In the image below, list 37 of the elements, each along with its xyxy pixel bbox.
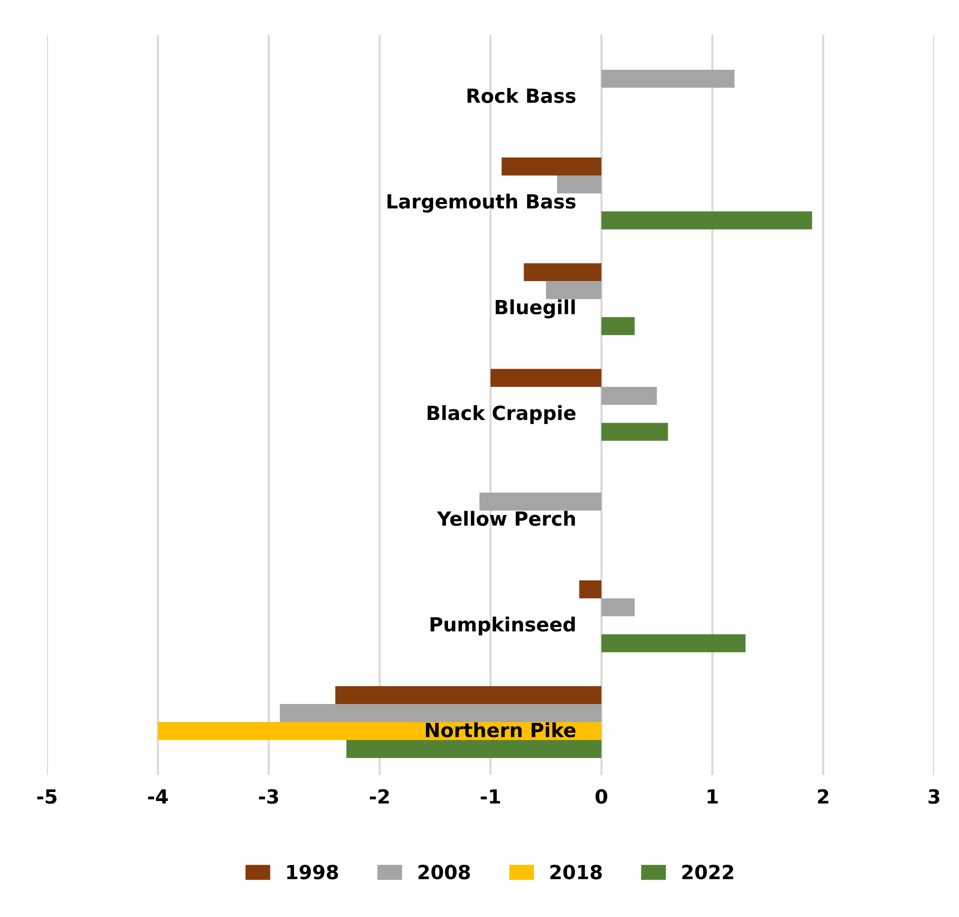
y-tick-label: Largemouth Bass [388,194,576,213]
bar [490,368,602,387]
bar [557,175,602,194]
x-tick-label: 2 [818,789,828,804]
x-tick-label: 1 [708,789,718,804]
bar [579,580,602,598]
bar [546,281,602,300]
bar [479,492,602,511]
x-tick-label: -4 [148,789,168,804]
legend-label: 2018 [550,864,602,880]
x-tick-label: -1 [480,789,500,804]
x-tick-label: 0 [596,789,608,804]
y-tick-label: Bluegill [496,299,575,318]
y-tick-label: Rock Bass [468,88,576,104]
legend-label: 2022 [682,864,734,880]
y-tick-label: Yellow Perch [436,510,575,526]
x-tick-label: -3 [259,789,278,804]
bar [601,386,657,405]
y-tick-label: Pumpkinseed [430,616,575,636]
x-tick-label: 3 [928,789,940,804]
bar [346,740,602,758]
x-tick-label: -2 [370,789,389,804]
bar [601,598,635,616]
y-tick-label: Northern Pike [426,722,576,738]
bar [601,317,635,336]
x-tick-label: -5 [37,789,56,804]
bar [601,634,746,652]
bar [335,686,602,704]
legend-label: 1998 [287,864,338,880]
bar [601,70,734,88]
legend-label: 2008 [418,864,470,880]
bar [280,704,602,722]
y-tick-label: Black Crappie [428,405,576,424]
bar [502,157,602,176]
bar [601,211,812,230]
bar [524,263,602,282]
bar [601,422,668,441]
